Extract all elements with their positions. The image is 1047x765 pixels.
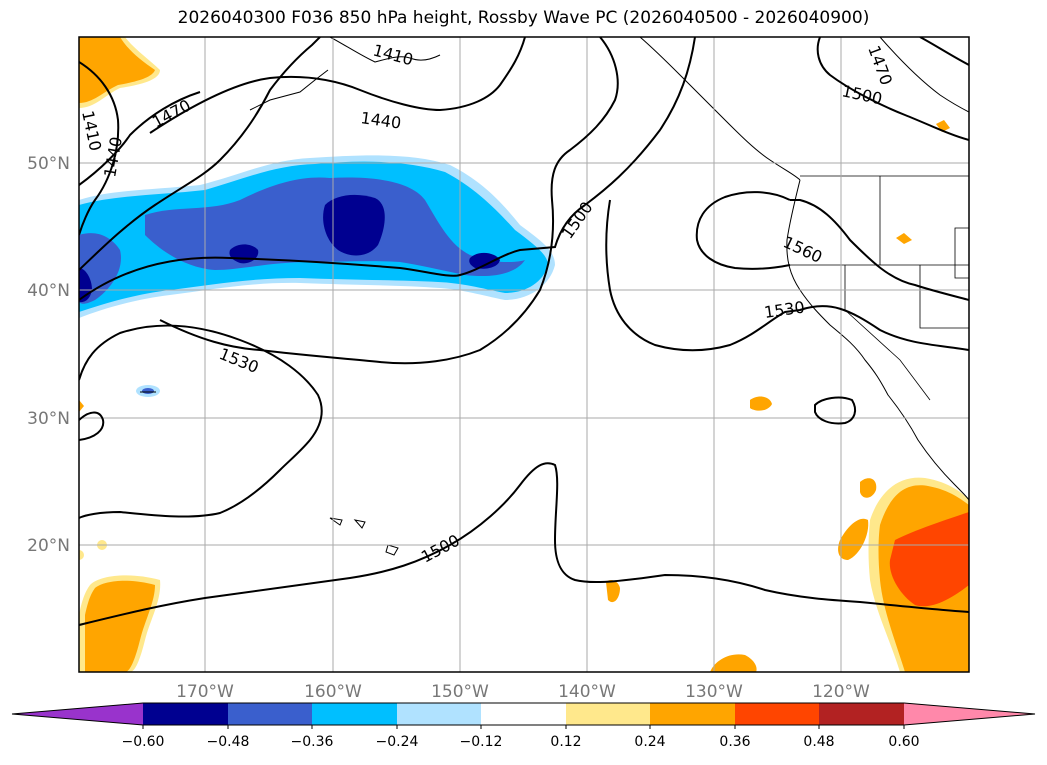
colorbar-over-arrow: [904, 703, 1035, 725]
lat-label-40n: 40°N: [27, 281, 70, 301]
colorbar-segment: [312, 703, 397, 725]
colorbar-under-arrow: [12, 703, 143, 725]
lat-label-20n: 20°N: [27, 536, 70, 556]
colorbar-segment: [397, 703, 481, 725]
lat-label-50n: 50°N: [27, 154, 70, 174]
colorbar-tick-label: −0.60: [122, 734, 165, 750]
lon-label-160w: 160°W: [304, 682, 362, 702]
colorbar-segment: [735, 703, 819, 725]
colorbar-segment: [566, 703, 650, 725]
colorbar-tick-label: 0.12: [550, 734, 581, 750]
colorbar: −0.60 −0.48 −0.36 −0.24 −0.12 0.12 0.24 …: [11, 702, 1036, 750]
colorbar-segment: [650, 703, 735, 725]
colorbar-tick-label: 0.48: [803, 734, 834, 750]
map-title: 2026040300 F036 850 hPa height, Rossby W…: [177, 8, 870, 28]
height-contours: [79, 37, 969, 626]
lat-label-30n: 30°N: [27, 409, 70, 429]
lon-label-130w: 130°W: [685, 682, 743, 702]
longitude-labels: 170°W 160°W 150°W 140°W 130°W 120°W: [176, 682, 870, 702]
colorbar-tick-label: −0.24: [376, 734, 419, 750]
negative-anomaly-region: [79, 155, 555, 397]
lon-label-170w: 170°W: [176, 682, 234, 702]
colorbar-tick-label: 0.36: [719, 734, 750, 750]
lon-label-150w: 150°W: [431, 682, 489, 702]
colorbar-segment: [143, 703, 228, 725]
colorbar-tick-label: 0.60: [888, 734, 919, 750]
map-frame: [78, 36, 970, 673]
positive-anomaly-regions: [79, 37, 969, 672]
colorbar-tick-label: −0.36: [291, 734, 334, 750]
latitude-labels: 50°N 40°N 30°N 20°N: [27, 154, 70, 556]
colorbar-segment: [228, 703, 312, 725]
state-borders: [790, 175, 969, 401]
colorbar-tick-label: −0.48: [207, 734, 250, 750]
colorbar-segment: [819, 703, 904, 725]
colorbar-segment: [481, 703, 566, 725]
colorbar-tick-label: 0.24: [634, 734, 665, 750]
lon-label-120w: 120°W: [812, 682, 870, 702]
map-background: [79, 37, 969, 672]
colorbar-tick-label: −0.12: [460, 734, 503, 750]
lon-label-140w: 140°W: [558, 682, 616, 702]
